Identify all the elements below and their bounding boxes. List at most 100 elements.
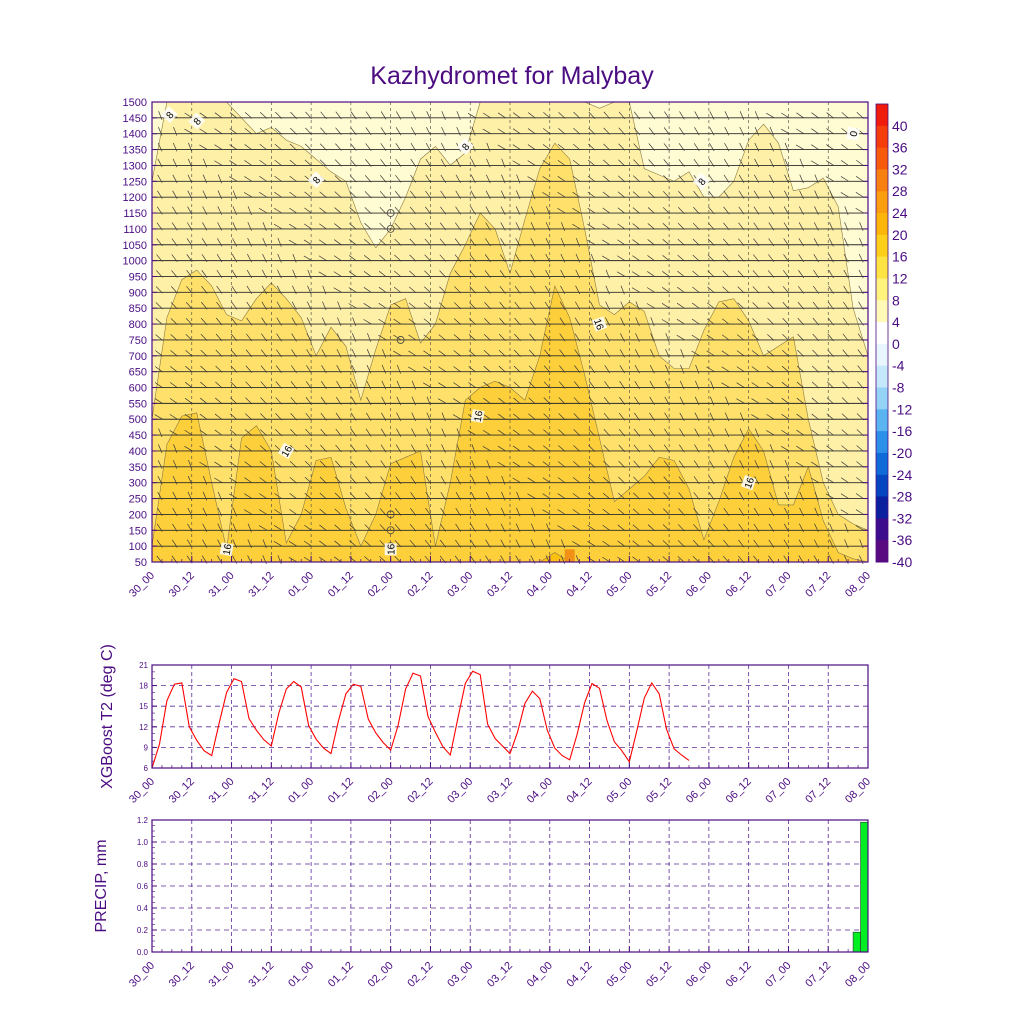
heat-y-tick-label: 1500	[123, 97, 147, 109]
wind-barb	[633, 492, 641, 500]
wind-barb	[289, 175, 298, 182]
contour-label: 16	[280, 444, 295, 460]
t2-y-tick-label: 15	[139, 702, 148, 711]
wind-barb	[365, 428, 372, 437]
wind-barb	[514, 333, 521, 342]
precip-x-tick-label: 01_12	[326, 960, 356, 990]
wind-barb	[305, 381, 312, 389]
wind-barb	[559, 301, 566, 310]
wind-barb	[602, 556, 611, 563]
wind-barb	[828, 253, 834, 263]
wind-barb	[855, 493, 864, 500]
wind-barb	[247, 253, 252, 263]
wind-barb	[273, 207, 283, 214]
wind-barb	[664, 396, 670, 406]
wind-barb	[558, 381, 566, 389]
precip-bar	[860, 821, 869, 953]
wind-barb	[814, 491, 819, 501]
wind-barb	[485, 190, 491, 199]
wind-barb	[648, 444, 655, 453]
colorbar-label: -12	[892, 401, 912, 417]
wind-barb	[811, 381, 820, 389]
wind-barb	[408, 302, 417, 309]
wind-barb	[425, 492, 432, 501]
wind-barb	[589, 333, 596, 342]
wind-barb	[647, 207, 656, 214]
wind-barb	[500, 222, 506, 231]
wind-barb	[530, 269, 536, 279]
wind-barb	[512, 445, 521, 452]
wind-barb	[229, 493, 238, 499]
wind-barb	[856, 159, 864, 167]
wind-barb	[738, 491, 745, 501]
wind-barb	[470, 174, 476, 184]
wind-barb	[186, 286, 193, 294]
wind-barb	[709, 127, 715, 136]
wind-barb	[677, 270, 685, 278]
wind-barb	[202, 222, 208, 231]
wind-barb	[543, 112, 551, 119]
wind-barb	[229, 429, 238, 436]
wind-barb	[337, 301, 342, 311]
wind-barb	[799, 507, 804, 517]
heat-y-tick-label: 750	[129, 335, 147, 347]
wind-barb	[231, 301, 238, 310]
wind-barb	[573, 381, 581, 389]
wind-barb	[169, 382, 178, 389]
contour-label-bg	[188, 112, 206, 130]
colorbar-label: 20	[892, 227, 908, 243]
wind-barb	[186, 539, 193, 548]
wind-barb	[322, 301, 327, 311]
wind-barb	[677, 238, 685, 246]
wind-barb	[290, 413, 297, 421]
wind-barb	[528, 112, 536, 119]
wind-barb	[288, 239, 298, 246]
wind-barb	[455, 476, 461, 485]
wind-barb	[781, 413, 790, 420]
wind-barb	[587, 159, 596, 167]
wind-barb	[173, 126, 178, 136]
wind-barb	[199, 445, 208, 452]
wind-barb	[798, 270, 805, 278]
wind-barb	[691, 318, 700, 325]
wind-barb	[632, 191, 641, 199]
wind-barb	[231, 253, 238, 263]
wind-barb	[632, 556, 641, 563]
wind-barb	[722, 270, 730, 278]
wind-barb	[289, 492, 298, 500]
wind-barb	[468, 350, 477, 357]
heat-y-tick-label: 1450	[123, 113, 147, 125]
wind-barb	[783, 254, 790, 263]
wind-barb	[708, 190, 715, 199]
wind-barb	[784, 460, 789, 469]
wind-barb	[408, 334, 417, 341]
wind-barb	[694, 428, 700, 437]
wind-barb	[840, 509, 849, 515]
wind-barb	[259, 477, 268, 484]
wind-barb	[349, 508, 357, 516]
wind-barb	[710, 380, 715, 390]
wind-barb	[827, 333, 834, 342]
wind-barb	[646, 287, 656, 293]
wind-barb	[381, 349, 387, 358]
wind-barb	[725, 396, 730, 406]
wind-barb	[396, 396, 402, 406]
wind-barb	[754, 111, 759, 120]
t2-x-tick-label: 06_00	[684, 776, 714, 806]
wind-barb	[304, 460, 312, 468]
wind-barb	[754, 476, 760, 485]
wind-barb	[633, 175, 641, 183]
colorbar-label: -36	[892, 532, 912, 548]
wind-barb	[664, 412, 670, 421]
wind-barb	[767, 334, 775, 341]
wind-barb	[708, 222, 715, 231]
wind-barb	[722, 254, 730, 262]
wind-barb	[706, 318, 715, 325]
wind-barb	[334, 476, 342, 484]
wind-barb	[617, 255, 626, 261]
wind-barb	[486, 475, 491, 485]
wind-barb	[185, 333, 193, 341]
wind-barb	[527, 128, 536, 135]
wind-barb	[214, 429, 223, 436]
